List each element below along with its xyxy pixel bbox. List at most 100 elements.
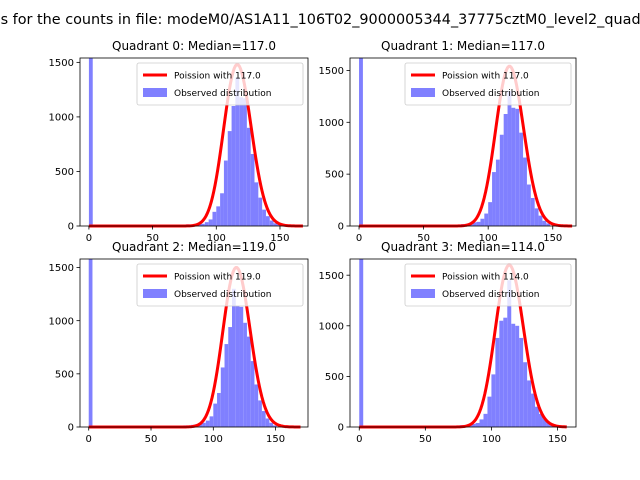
x-tick-label: 100 xyxy=(207,233,226,244)
histogram-bar xyxy=(235,305,240,427)
y-tick-label: 500 xyxy=(55,167,74,178)
legend: Poission with 117.0 Observed distribution xyxy=(404,62,572,106)
x-tick-label: 50 xyxy=(419,434,432,445)
histogram-bar xyxy=(507,91,512,227)
y-tick-label: 1000 xyxy=(319,118,344,129)
legend-box xyxy=(404,263,572,307)
histogram-bar xyxy=(250,154,255,226)
histogram-bar xyxy=(243,98,247,226)
histogram-bar xyxy=(483,413,488,427)
legend: Poission with 119.0 Observed distribution xyxy=(136,263,304,307)
observed-bars xyxy=(88,58,282,227)
histogram-bar xyxy=(495,337,500,427)
subplot-title: Quadrant 0: Median=117.0 xyxy=(112,39,276,53)
histogram-bar xyxy=(531,393,536,427)
histogram-bar xyxy=(209,416,214,427)
histogram-bar xyxy=(471,423,476,427)
histogram-bar xyxy=(526,184,531,226)
subplot-title: Quadrant 3: Median=114.0 xyxy=(381,240,545,254)
histogram-bar xyxy=(254,384,259,427)
histogram-bar xyxy=(246,127,251,226)
histogram-bar xyxy=(515,108,520,226)
histogram-bar xyxy=(223,160,228,226)
histogram-bar xyxy=(250,361,255,427)
legend: Poission with 114.0 Observed distribution xyxy=(404,263,572,307)
histogram-bar xyxy=(515,325,520,427)
legend-swatch-observed xyxy=(411,88,435,97)
histogram-bar xyxy=(507,280,512,427)
histogram-bar xyxy=(217,392,221,427)
histogram-bar xyxy=(201,223,205,226)
histogram-bar xyxy=(499,320,504,427)
y-tick-label: 0 xyxy=(68,222,74,233)
histogram-bar xyxy=(503,317,508,427)
histogram-bar xyxy=(534,208,539,226)
histogram-bar xyxy=(535,406,539,427)
legend-label-observed: Observed distribution xyxy=(442,89,539,99)
legend-label-poisson: Poission with 114.0 xyxy=(442,273,529,283)
axes-frame xyxy=(349,258,577,428)
histogram-bar xyxy=(232,288,236,427)
histogram-bar xyxy=(484,213,489,226)
x-tick-label: 0 xyxy=(86,434,92,445)
y-tick-label: 0 xyxy=(338,423,344,434)
histogram-bar xyxy=(265,216,270,226)
histogram-bar xyxy=(519,337,524,427)
histogram-bar xyxy=(224,344,229,427)
histogram-bar xyxy=(265,418,270,427)
histogram-bar xyxy=(538,413,543,427)
histogram-bar xyxy=(538,215,543,226)
legend-label-poisson: Poission with 117.0 xyxy=(442,72,529,82)
histogram-bar xyxy=(220,193,224,226)
legend-box xyxy=(136,62,304,106)
histogram-bar xyxy=(546,422,551,427)
histogram-bar xyxy=(212,211,217,226)
y-tick-label: 1500 xyxy=(49,263,74,274)
legend-box xyxy=(404,62,572,106)
histogram-bar xyxy=(492,172,496,226)
legend-box xyxy=(136,263,304,307)
x-tick-label: 150 xyxy=(548,434,567,445)
histogram-bar xyxy=(499,134,504,226)
figure-suptitle: Histograms for the counts in file: modeM… xyxy=(0,12,640,28)
histogram-bar xyxy=(235,77,240,227)
legend-label-observed: Observed distribution xyxy=(442,290,539,300)
axes-frame xyxy=(79,258,309,428)
histogram-bar xyxy=(216,206,221,226)
observed-bars xyxy=(359,58,551,227)
histogram-bar xyxy=(523,157,527,226)
legend-swatch-observed xyxy=(143,289,167,298)
x-tick-label: 100 xyxy=(204,434,223,445)
x-tick-label: 50 xyxy=(145,434,158,445)
histogram-bar xyxy=(530,198,535,226)
axes-frame xyxy=(79,57,309,227)
histogram-bar xyxy=(228,327,232,427)
histogram-bar xyxy=(231,106,236,226)
legend-label-poisson: Poission with 119.0 xyxy=(174,273,261,283)
histogram-bar xyxy=(519,132,524,226)
y-tick-label: 1000 xyxy=(319,321,344,332)
histogram-bar-zero xyxy=(359,259,364,427)
x-tick-label: 100 xyxy=(482,434,501,445)
x-tick-label: 50 xyxy=(146,233,159,244)
legend-label-observed: Observed distribution xyxy=(174,89,271,99)
histogram-bar xyxy=(472,222,477,226)
histogram-bar-zero xyxy=(359,58,363,226)
y-tick-label: 1000 xyxy=(49,316,74,327)
x-tick-label: 0 xyxy=(356,434,362,445)
histogram-bar xyxy=(542,418,547,427)
histogram-bar xyxy=(239,97,244,226)
legend-swatch-observed xyxy=(411,289,435,298)
subplot-title: Quadrant 2: Median=119.0 xyxy=(112,240,276,254)
x-tick-label: 100 xyxy=(479,233,498,244)
histogram-bar xyxy=(213,403,218,427)
y-tick-label: 1500 xyxy=(319,66,344,77)
histogram-bar xyxy=(246,336,251,427)
histogram-bar xyxy=(204,222,209,226)
histogram-bar xyxy=(511,107,516,226)
